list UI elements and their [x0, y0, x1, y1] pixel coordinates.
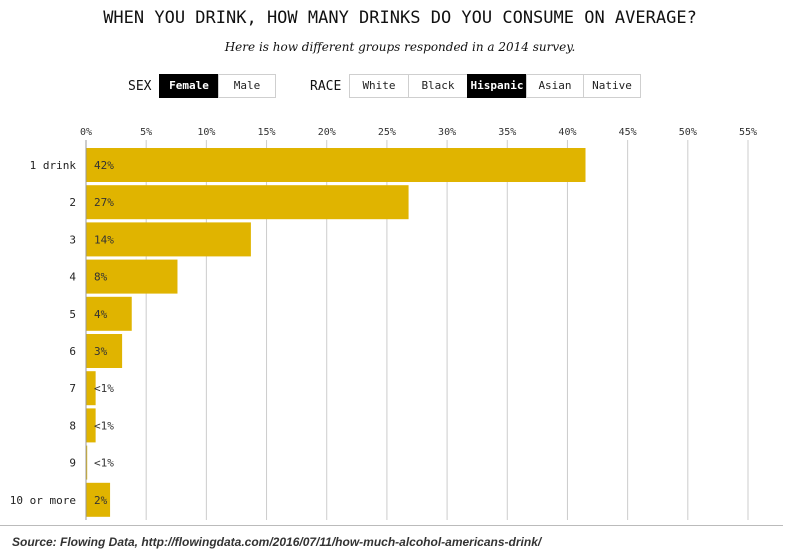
bar — [86, 445, 88, 480]
race-option-native[interactable]: Native — [583, 74, 641, 98]
value-label: 42% — [94, 159, 114, 172]
x-tick-label: 25% — [378, 127, 396, 138]
category-label: 4 — [69, 271, 76, 284]
race-option-white[interactable]: White — [349, 74, 409, 98]
category-label: 2 — [69, 196, 76, 209]
value-label: 14% — [94, 233, 114, 246]
race-filter-group: White Black Hispanic Asian Native — [349, 74, 641, 98]
bar — [86, 482, 111, 517]
category-label: 3 — [69, 233, 76, 246]
bar — [86, 222, 251, 257]
bar — [86, 259, 178, 294]
value-label: <1% — [94, 457, 114, 470]
x-tick-label: 40% — [558, 127, 576, 138]
race-filter-label: RACE — [310, 79, 342, 94]
x-tick-label: 45% — [619, 127, 637, 138]
x-tick-label: 20% — [318, 127, 336, 138]
race-option-asian[interactable]: Asian — [526, 74, 584, 98]
sex-option-female[interactable]: Female — [159, 74, 219, 98]
value-label: 27% — [94, 196, 114, 209]
race-option-black[interactable]: Black — [408, 74, 468, 98]
x-tick-label: 5% — [140, 127, 152, 138]
bar — [86, 408, 96, 443]
category-label: 7 — [69, 382, 76, 395]
sex-filter-label: SEX — [128, 79, 152, 94]
sex-filter-group: Female Male — [159, 74, 276, 98]
category-label: 6 — [69, 345, 76, 358]
value-label: 8% — [94, 271, 108, 284]
value-label: <1% — [94, 419, 114, 432]
x-tick-label: 50% — [679, 127, 697, 138]
bar — [86, 148, 586, 182]
value-label: 4% — [94, 308, 108, 321]
category-label: 5 — [69, 308, 76, 321]
x-tick-label: 30% — [438, 127, 456, 138]
bar — [86, 334, 123, 368]
category-label: 1 drink — [30, 159, 77, 172]
x-tick-label: 15% — [258, 127, 276, 138]
x-tick-label: 35% — [498, 127, 516, 138]
race-option-hispanic[interactable]: Hispanic — [467, 74, 527, 98]
bar — [86, 296, 132, 331]
value-label: <1% — [94, 382, 114, 395]
category-label: 9 — [69, 457, 76, 470]
chart-subtitle: Here is how different groups responded i… — [224, 40, 576, 54]
sex-option-male[interactable]: Male — [218, 74, 276, 98]
category-label: 8 — [69, 419, 76, 432]
bar — [86, 371, 96, 406]
bar — [86, 185, 409, 220]
x-tick-label: 0% — [80, 127, 92, 138]
chart-title: WHEN YOU DRINK, HOW MANY DRINKS DO YOU C… — [103, 8, 697, 28]
category-label: 10 or more — [10, 494, 76, 507]
bar-chart: 0% 5% 10% 15% 20% 25% 30% 35% 40% 45% 50% 55% 1 drin… — [10, 127, 757, 520]
x-tick-label: 55% — [739, 127, 757, 138]
source-note: Source: Flowing Data, http://flowingdata… — [12, 535, 542, 549]
x-tick-label: 10% — [197, 127, 215, 138]
value-label: 2% — [94, 494, 108, 507]
value-label: 3% — [94, 345, 108, 358]
footer-divider — [0, 525, 783, 526]
